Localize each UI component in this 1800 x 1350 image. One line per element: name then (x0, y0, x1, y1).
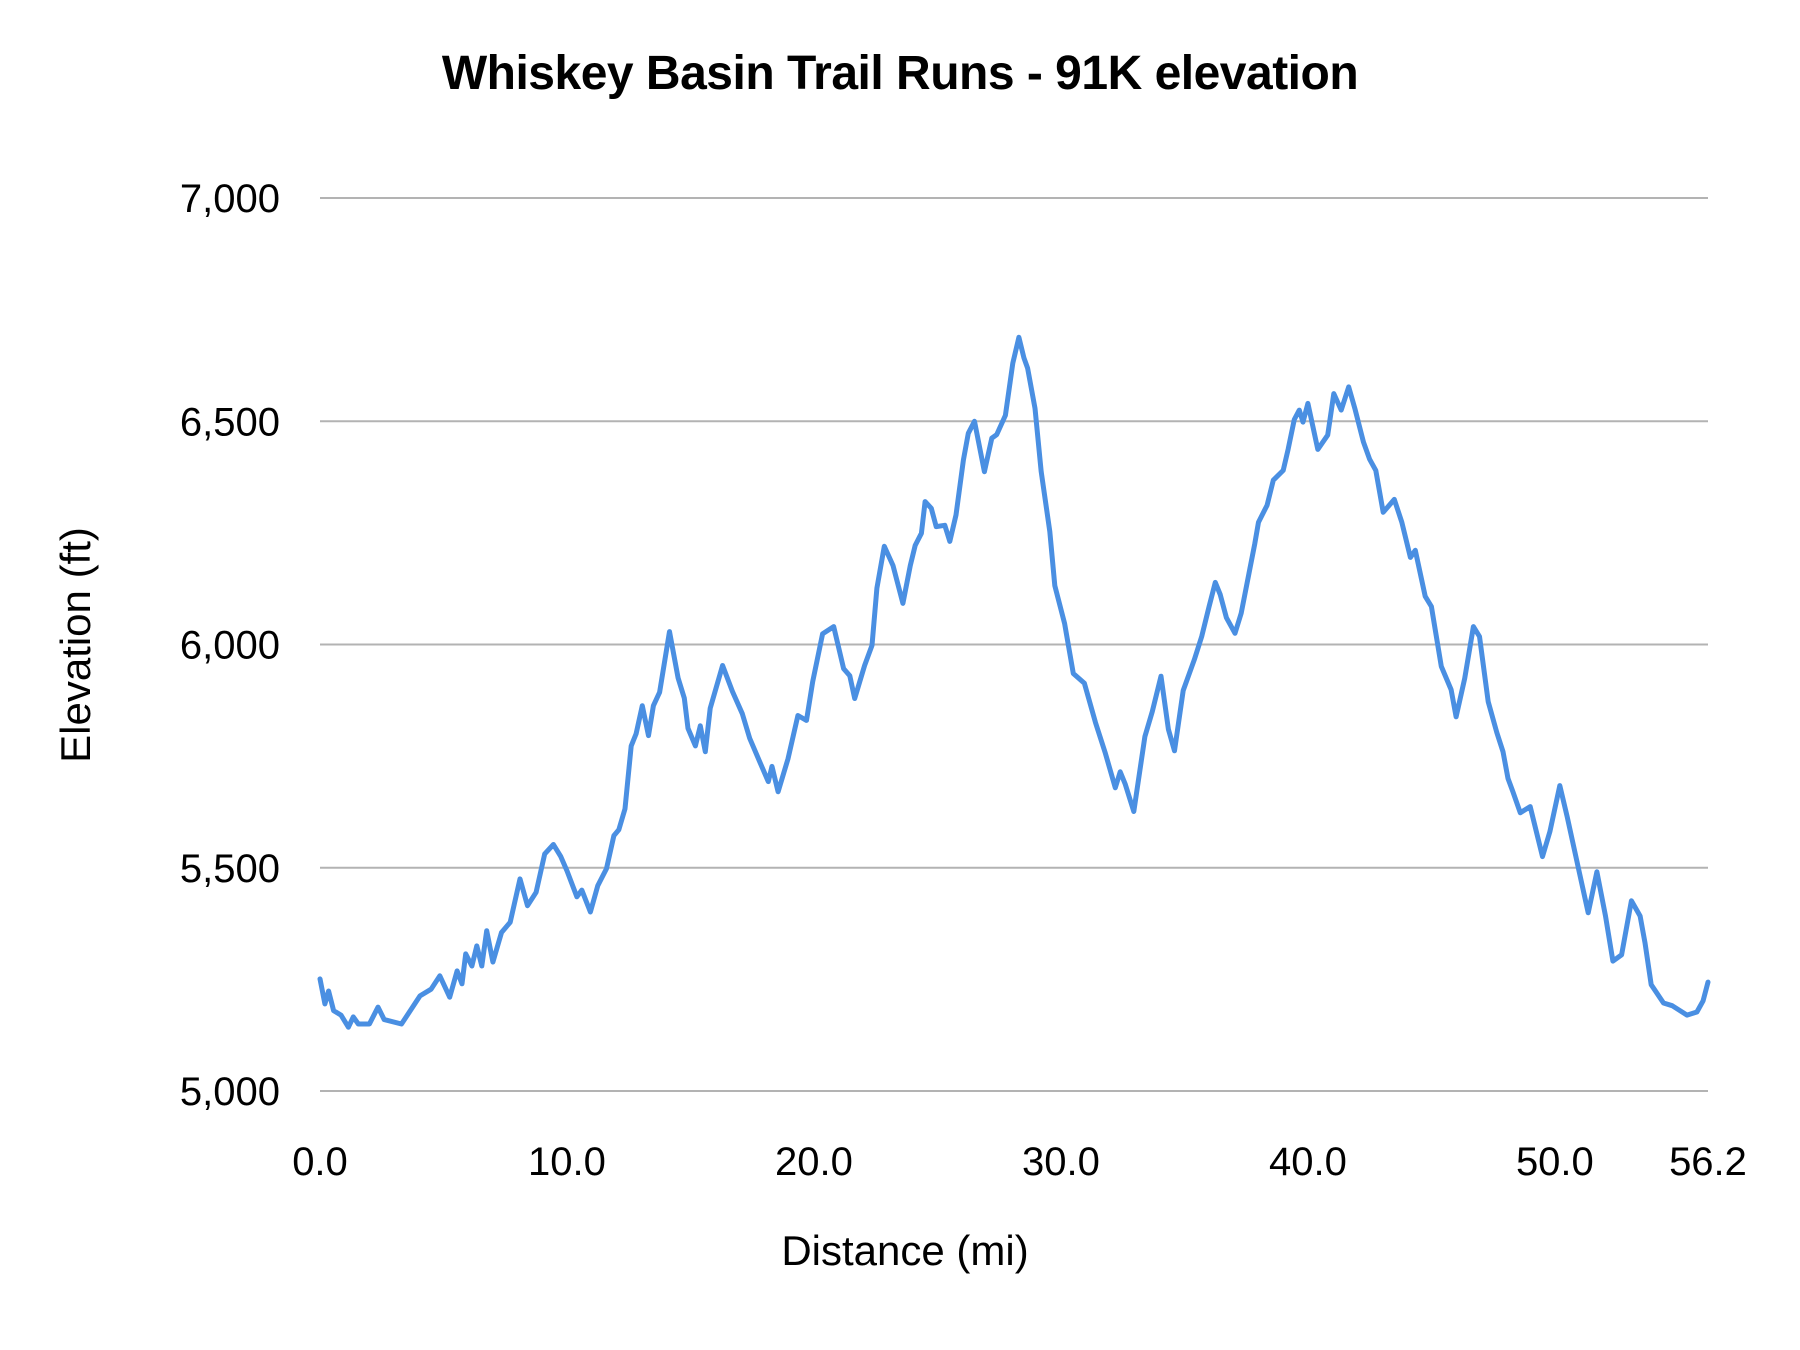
x-tick-label: 0.0 (292, 1140, 348, 1184)
x-axis-title: Distance (mi) (781, 1227, 1028, 1274)
y-tick-label: 6,500 (180, 400, 280, 444)
x-tick-label: 56.2 (1669, 1140, 1747, 1184)
x-tick-label: 10.0 (528, 1140, 606, 1184)
gridlines (320, 197, 1708, 1092)
y-axis-ticks: 5,000 5,500 6,000 6,500 7,000 (180, 177, 280, 1114)
x-tick-label: 50.0 (1516, 1140, 1594, 1184)
x-tick-label: 20.0 (775, 1140, 853, 1184)
y-tick-label: 7,000 (180, 177, 280, 221)
y-tick-label: 6,000 (180, 624, 280, 668)
elevation-line (317, 334, 1711, 1030)
x-tick-label: 40.0 (1269, 1140, 1347, 1184)
chart-title: Whiskey Basin Trail Runs - 91K elevation (441, 47, 1359, 100)
x-tick-label: 30.0 (1022, 1140, 1100, 1184)
y-tick-label: 5,500 (180, 847, 280, 891)
y-tick-label: 5,000 (180, 1070, 280, 1114)
y-axis-title: Elevation (ft) (52, 527, 99, 763)
x-axis-ticks: 0.0 10.0 20.0 30.0 40.0 50.0 56.2 (292, 1140, 1747, 1184)
